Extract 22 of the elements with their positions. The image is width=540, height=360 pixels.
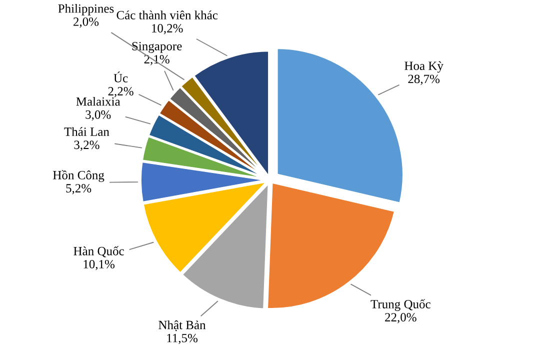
slice-label: Hồn Công <box>53 170 104 182</box>
slice-label: Philippines <box>58 4 114 16</box>
data-label: 10,1% <box>84 260 115 270</box>
slice-label: Trung Quốc <box>370 299 430 311</box>
slice-label: Singapore <box>132 42 182 53</box>
data-label: 10,2% <box>152 24 183 34</box>
data-label: 2,0% <box>74 17 99 28</box>
data-label: 3,0% <box>86 110 111 121</box>
slice-label: Hoa Kỳ <box>404 61 444 73</box>
data-label: 3,2% <box>74 140 100 151</box>
data-label: 2,1% <box>144 55 170 66</box>
slice-label: Úc <box>114 72 128 82</box>
data-label: 11,5% <box>167 334 198 344</box>
slice-label: Malaixia <box>76 96 120 106</box>
slice-label: Nhật Bản <box>158 320 206 332</box>
slice-label: Thái Lan <box>64 127 110 136</box>
data-label: 2,2% <box>108 87 134 98</box>
data-label: 28,7% <box>408 74 440 85</box>
slice-label: Hàn Quốc <box>74 246 124 258</box>
data-label: 22,0% <box>385 313 416 324</box>
slice-label: Các thành viên khác <box>116 10 218 20</box>
data-label: 5,2% <box>66 184 92 194</box>
